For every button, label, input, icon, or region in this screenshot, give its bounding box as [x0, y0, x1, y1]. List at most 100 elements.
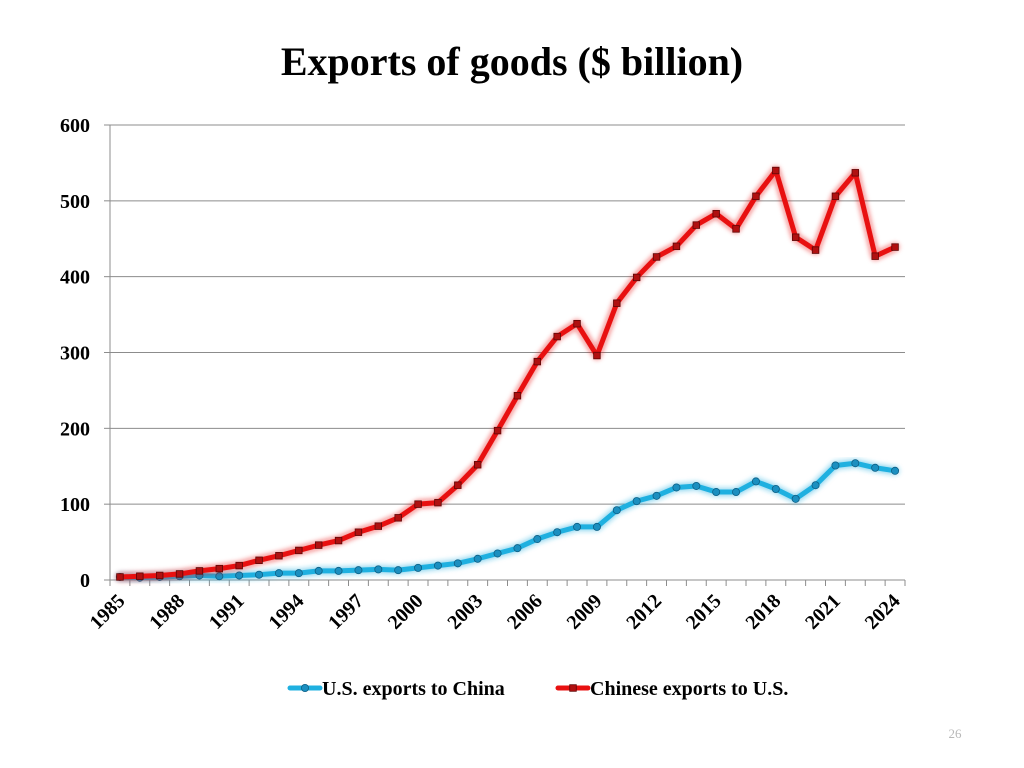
data-point [811, 246, 820, 254]
data-point [831, 192, 840, 200]
data-point [275, 552, 283, 560]
data-point [573, 522, 582, 531]
data-point [434, 498, 442, 507]
data-point [553, 332, 561, 341]
legend-item-2: Chinese exports to U.S. [555, 678, 788, 700]
x-tick-label: 1997 [324, 590, 368, 634]
data-point [454, 481, 462, 489]
y-tick-label: 600 [60, 115, 90, 137]
data-point [593, 351, 601, 360]
data-series [115, 166, 900, 583]
data-point [473, 461, 482, 469]
data-point [374, 522, 383, 530]
data-point [414, 563, 423, 572]
data-point [851, 169, 860, 177]
legend-marker [300, 684, 309, 693]
data-point [692, 481, 701, 490]
data-point [831, 461, 840, 470]
chart-title: Exports of goods ($ billion) [280, 39, 744, 84]
data-point [772, 166, 780, 175]
x-tick-label: 1988 [145, 590, 189, 634]
y-tick-label: 400 [60, 267, 90, 289]
data-point [592, 522, 601, 531]
x-tick-label: 2018 [742, 590, 786, 634]
data-point [374, 565, 383, 574]
series-2-line [117, 168, 898, 580]
data-point [632, 497, 641, 506]
y-tick-label: 500 [60, 191, 90, 213]
data-point [692, 221, 701, 229]
data-point [255, 570, 264, 579]
y-tick-label: 200 [60, 418, 90, 440]
data-point [533, 535, 542, 544]
legend-item-1: U.S. exports to China [287, 678, 505, 700]
data-point [354, 566, 363, 575]
page-number: 26 [948, 726, 962, 741]
data-point [394, 514, 402, 522]
data-point [791, 233, 800, 241]
data-point [314, 541, 323, 549]
data-point [891, 466, 900, 475]
x-tick-label: 1985 [86, 590, 130, 634]
data-point [493, 549, 502, 558]
data-point [235, 571, 244, 580]
data-point [334, 536, 343, 545]
data-point [652, 253, 661, 261]
data-point [235, 561, 243, 570]
x-tick-labels: 1985 1988 1991 1994 1997 2000 2003 2006 2009 2012… [86, 590, 905, 634]
data-point [791, 494, 800, 503]
data-point [871, 463, 880, 472]
data-point [175, 570, 184, 578]
data-point [136, 572, 144, 580]
legend: U.S. exports to China Chinese exports to … [287, 678, 788, 700]
data-point [513, 392, 522, 400]
data-point [513, 544, 522, 553]
y-tick-labels: 0 100 200 300 400 500 600 [60, 115, 90, 592]
data-point [195, 567, 204, 575]
data-point [215, 564, 224, 573]
data-point [394, 566, 403, 575]
axes [104, 124, 906, 586]
data-point [712, 488, 721, 497]
data-point [752, 192, 760, 200]
data-point [732, 488, 741, 497]
data-point [612, 506, 621, 515]
data-point [215, 572, 224, 581]
series-2 [115, 166, 900, 582]
gridlines [110, 124, 905, 505]
data-point [533, 357, 542, 366]
x-tick-label: 2015 [682, 590, 726, 634]
legend-label: Chinese exports to U.S. [590, 678, 788, 700]
series-2-glow [115, 166, 900, 582]
data-point [473, 554, 482, 563]
data-point [453, 559, 462, 568]
x-tick-label: 2012 [622, 590, 666, 634]
data-point [294, 569, 303, 578]
data-point [274, 569, 283, 578]
data-point [771, 484, 780, 493]
x-tick-label: 2024 [861, 590, 905, 634]
data-point [295, 546, 303, 555]
data-point [871, 252, 879, 260]
data-point [632, 273, 641, 282]
data-point [573, 319, 581, 328]
y-tick-label: 100 [60, 494, 90, 516]
data-point [255, 556, 263, 564]
x-tick-label: 2003 [443, 590, 487, 634]
legend-marker [569, 684, 577, 692]
x-tick-label: 1994 [265, 590, 309, 634]
series-1 [115, 458, 900, 583]
x-tick-label: 2021 [801, 590, 845, 634]
data-point [433, 561, 442, 570]
data-point [155, 571, 164, 580]
data-point [851, 459, 860, 468]
data-point [891, 243, 899, 251]
data-point [493, 426, 502, 435]
x-tick-label: 2006 [503, 590, 547, 634]
data-point [712, 210, 720, 218]
data-point [672, 242, 681, 251]
x-tick-label: 2009 [563, 590, 607, 634]
data-point [751, 477, 760, 486]
data-point [811, 481, 820, 490]
